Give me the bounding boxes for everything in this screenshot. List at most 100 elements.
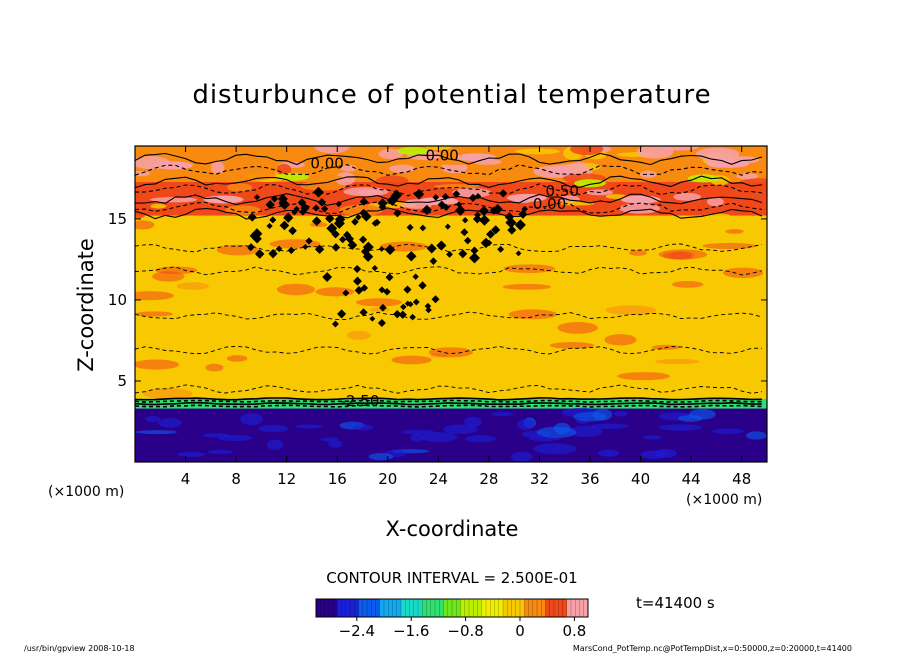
convection-marker [312,204,320,212]
y-axis: 5 10 15 [108,210,767,390]
convection-marker [409,313,416,321]
convection-marker [421,204,432,216]
colorbar-swatch [350,599,355,617]
convection-marker [398,310,407,319]
colorbar-swatch [549,599,555,617]
contour-label: 0.50 [546,182,579,200]
colorbar-swatch [507,599,512,617]
colorbar-swatch [583,599,589,617]
field-patch [155,266,198,275]
colorbar-swatch [384,599,389,617]
colorbar-swatch [333,599,338,617]
plot-frame [134,145,768,463]
colorbar-swatch [324,599,330,617]
convection-marker [339,235,347,244]
colorbar-swatch [528,599,534,617]
convection-marker [332,320,339,328]
contour-line [135,207,763,220]
colorbar-swatch [337,599,342,617]
field-patch [617,372,670,381]
field-patch [340,164,357,172]
colorbar-swatch [379,599,385,617]
field-patch [643,435,662,440]
contour-line [135,193,763,206]
field-patch [702,242,757,250]
field-patch [378,148,404,159]
y-tick-label: 15 [108,210,127,228]
x-tick-label: 36 [580,470,599,488]
contour-line [135,384,762,394]
convection-marker [499,189,508,198]
field-patch [570,146,604,156]
field-patch [536,426,577,438]
x-axis-label: X-coordinate [386,517,519,541]
convection-marker [516,223,524,231]
convection-marker [454,205,466,216]
field-patch [669,251,695,260]
field-patch [225,205,261,216]
colorbar-tick-label: −2.4 [339,622,375,640]
field-patch [135,311,174,317]
convection-marker [437,200,446,209]
field-patch [443,424,478,434]
field-patch [226,355,248,362]
convection-marker [347,240,358,250]
time-label: t=41400 s [636,594,715,612]
convection-marker [470,246,479,255]
colorbar-swatch [316,599,321,617]
field-patch [266,439,284,450]
colorbar-swatch [443,599,449,617]
contour-line [135,311,763,321]
contour-line [135,175,762,189]
field-patch [391,355,432,365]
field-patch [604,334,637,346]
colorbar-swatch [405,599,410,617]
footer-right: MarsCond_PotTemp.nc@PotTempDist,x=0:5000… [573,644,852,653]
convection-marker [302,206,309,212]
convection-marker [269,216,277,224]
convection-marker [478,205,489,217]
colorbar-swatch [532,599,538,617]
convection-marker [472,214,482,224]
field-patch [315,287,355,297]
field-patch [533,165,578,178]
convection-marker [407,301,414,308]
colorbar-swatch [545,599,551,617]
field-patch [328,440,343,448]
x-unit-left: (×1000 m) [48,484,124,500]
chart-title: disturbunce of potential temperature [192,80,711,110]
contour-line [135,266,763,276]
colorbar-swatch [396,599,402,617]
convection-marker [479,214,491,226]
colorbar-swatch [515,599,521,617]
field-patch [420,432,458,443]
field-patch [135,291,174,301]
convection-marker [351,218,359,226]
field-patch [339,204,383,216]
x-tick-label: 32 [530,470,549,488]
field-patch [712,428,744,435]
field-patch [428,347,473,358]
field-patch [491,411,514,417]
field-patch [227,183,253,192]
field-patch [694,200,707,214]
field-patch [605,305,657,315]
field-patch [687,174,720,183]
field-band [135,215,767,399]
convection-marker [320,205,329,213]
field-patch [135,220,155,230]
contour-label: 0.00 [533,195,566,213]
field-patch [636,146,674,159]
field-patch [353,424,374,431]
y-axis-label: Z-coordinate [74,238,98,372]
colorbar-swatch [554,599,559,617]
contour-line [135,243,762,253]
field-patch [589,423,629,429]
colorbar-frame [315,598,589,618]
contour-label: 0.00 [310,155,343,173]
field-patch [143,388,193,400]
convection-marker [353,264,362,274]
colorbar-swatch [422,599,427,617]
convection-marker [424,302,432,310]
